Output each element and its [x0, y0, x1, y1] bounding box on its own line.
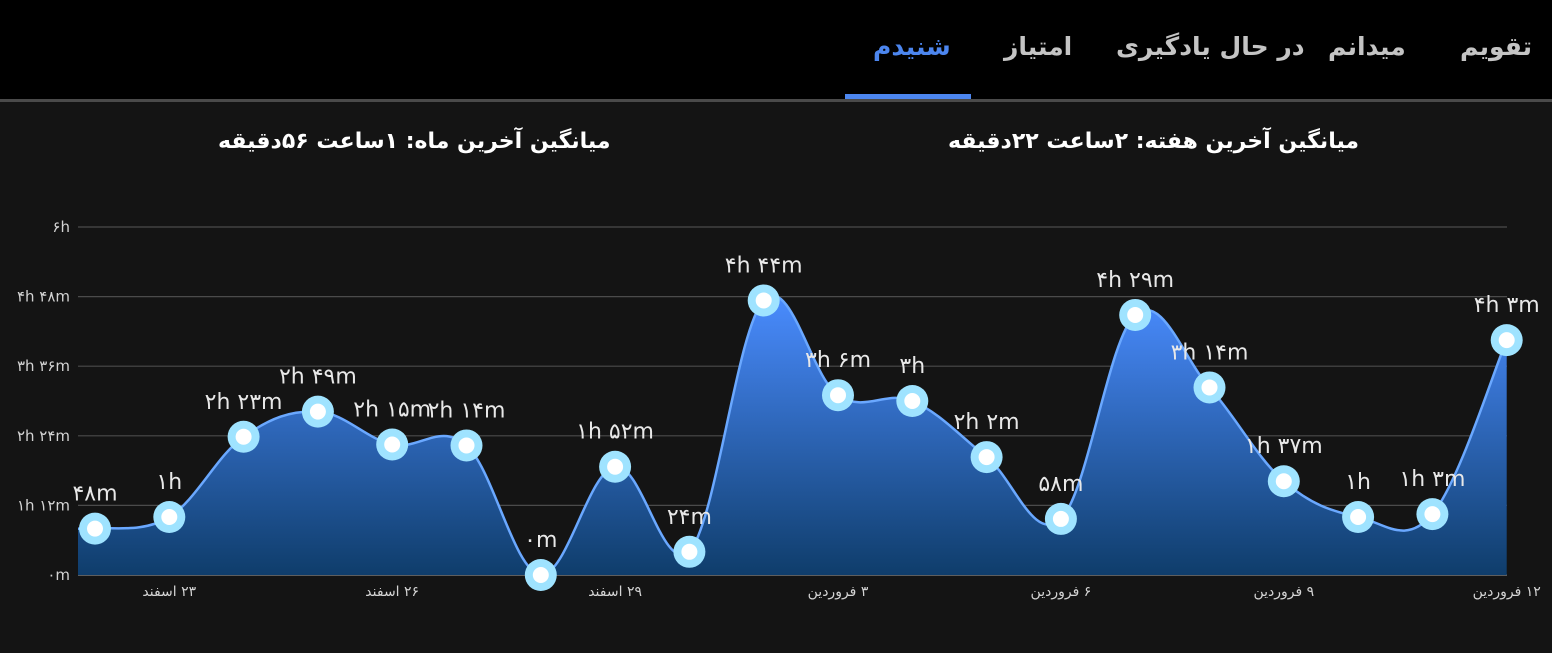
data-label: ۳h ۱۴m	[1171, 340, 1249, 365]
x-axis-ticks: ۲۳ اسفند ۲۶ اسفند ۲۹ اسفند ۳ فروردین ۶ فرورد…	[142, 584, 1540, 600]
data-label: ۲h ۱۴m	[428, 398, 506, 423]
tab-known[interactable]: میدانم	[1328, 32, 1406, 61]
tab-divider	[0, 99, 1552, 102]
data-label: ۱h	[156, 470, 182, 495]
data-point	[1052, 510, 1069, 527]
data-label: ۳h	[899, 354, 925, 379]
data-label: ۳h ۶m	[805, 348, 871, 373]
data-label: ۴h ۲۹m	[1096, 268, 1174, 293]
data-point	[87, 520, 103, 537]
data-point	[830, 387, 846, 404]
x-tick-label: ۲۳ اسفند	[142, 584, 196, 600]
data-point	[532, 567, 549, 583]
tab-bar: تقویم میدانم در حال یادگیری امتیاز شنیدم	[0, 0, 1552, 102]
data-label: ۲h ۴۹m	[279, 365, 357, 390]
y-tick-label: ۱h ۱۲m	[17, 496, 70, 514]
x-tick-label: ۲۹ اسفند	[588, 584, 642, 600]
data-label: ۱h ۵۲m	[576, 420, 654, 445]
data-point	[1424, 506, 1441, 523]
tab-score[interactable]: امتیاز	[1004, 32, 1073, 61]
x-tick-label: ۶ فروردین	[1031, 584, 1092, 600]
month-average-label: میانگین آخرین ماه: ۱ساعت ۵۶دقیقه	[218, 129, 611, 154]
data-label: ۲۴m	[667, 505, 712, 530]
y-tick-label: ۳h ۳۶m	[17, 357, 70, 375]
data-markers	[79, 284, 1523, 591]
data-label: ۱h ۳۷m	[1245, 434, 1323, 459]
active-tab-indicator	[845, 94, 971, 100]
data-label: ۱h	[1345, 470, 1371, 495]
data-point	[1350, 509, 1367, 525]
data-point	[309, 403, 326, 420]
tab-learning[interactable]: در حال یادگیری	[1116, 32, 1305, 61]
data-point	[235, 428, 252, 445]
data-label: ۲h ۲۳m	[205, 390, 283, 415]
y-tick-label: ۶h	[52, 218, 70, 236]
data-label: ۲h ۱۵m	[353, 398, 431, 423]
data-point	[1127, 306, 1144, 323]
data-point	[904, 393, 921, 409]
data-point	[978, 449, 995, 466]
x-tick-label: ۲۶ اسفند	[365, 584, 419, 600]
data-label: ۴۸m	[72, 482, 117, 507]
data-point	[607, 458, 624, 475]
data-point	[681, 543, 698, 560]
data-point	[1498, 332, 1515, 349]
data-point	[1275, 473, 1292, 490]
data-point	[458, 437, 475, 454]
data-label: ۱h ۳m	[1399, 467, 1465, 492]
x-tick-label: ۱۲ فروردین	[1473, 584, 1541, 600]
data-point	[384, 436, 401, 453]
data-point	[161, 509, 178, 525]
data-label: ۵۸m	[1038, 472, 1083, 497]
data-point	[1201, 379, 1218, 396]
y-tick-label: ۴h ۴۸m	[17, 288, 70, 306]
data-label: ۰m	[524, 528, 557, 553]
x-tick-label: ۹ فروردین	[1253, 584, 1314, 600]
x-tick-label: ۳ فروردین	[808, 584, 869, 600]
data-point	[755, 292, 772, 309]
y-axis-ticks: ۰m ۱h ۱۲m ۲h ۲۴m ۳h ۳۶m ۴h ۴۸m ۶h	[17, 218, 70, 584]
tab-calendar[interactable]: تقویم	[1460, 32, 1533, 61]
data-label: ۴h ۳m	[1474, 293, 1540, 318]
tab-heard[interactable]: شنیدم	[873, 32, 951, 61]
y-tick-label: ۲h ۲۴m	[17, 427, 70, 445]
y-tick-label: ۰m	[47, 566, 70, 584]
data-label: ۲h ۲m	[954, 410, 1020, 435]
area-fill	[78, 295, 1507, 575]
data-label: ۴h ۴۴m	[725, 253, 803, 278]
week-average-label: میانگین آخرین هفته: ۲ساعت ۲۲دقیقه	[948, 129, 1360, 154]
